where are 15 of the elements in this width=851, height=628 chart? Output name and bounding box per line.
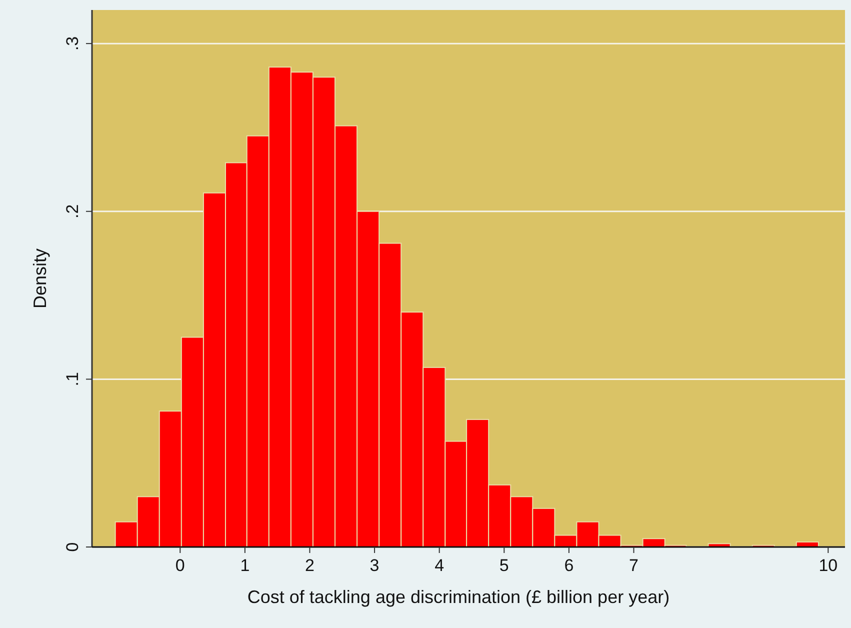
y-tick-label: .2 <box>63 204 82 218</box>
x-tick-label: 0 <box>175 556 185 575</box>
y-tick-label: .1 <box>63 372 82 386</box>
y-axis-title: Density <box>30 248 50 309</box>
x-tick-label: 2 <box>305 556 314 575</box>
y-tick-label: 0 <box>63 542 82 552</box>
x-axis-title: Cost of tackling age discrimination (£ billion per year) <box>247 587 670 607</box>
x-tick-label: 4 <box>434 556 444 575</box>
x-tick-label: 1 <box>240 556 250 575</box>
x-tick-label: 6 <box>564 556 574 575</box>
y-tick-label: .3 <box>63 36 82 51</box>
x-tick-label: 5 <box>499 556 509 575</box>
x-tick-label: 7 <box>629 556 638 575</box>
x-tick-label: 10 <box>818 556 838 575</box>
x-tick-label: 3 <box>370 556 380 575</box>
